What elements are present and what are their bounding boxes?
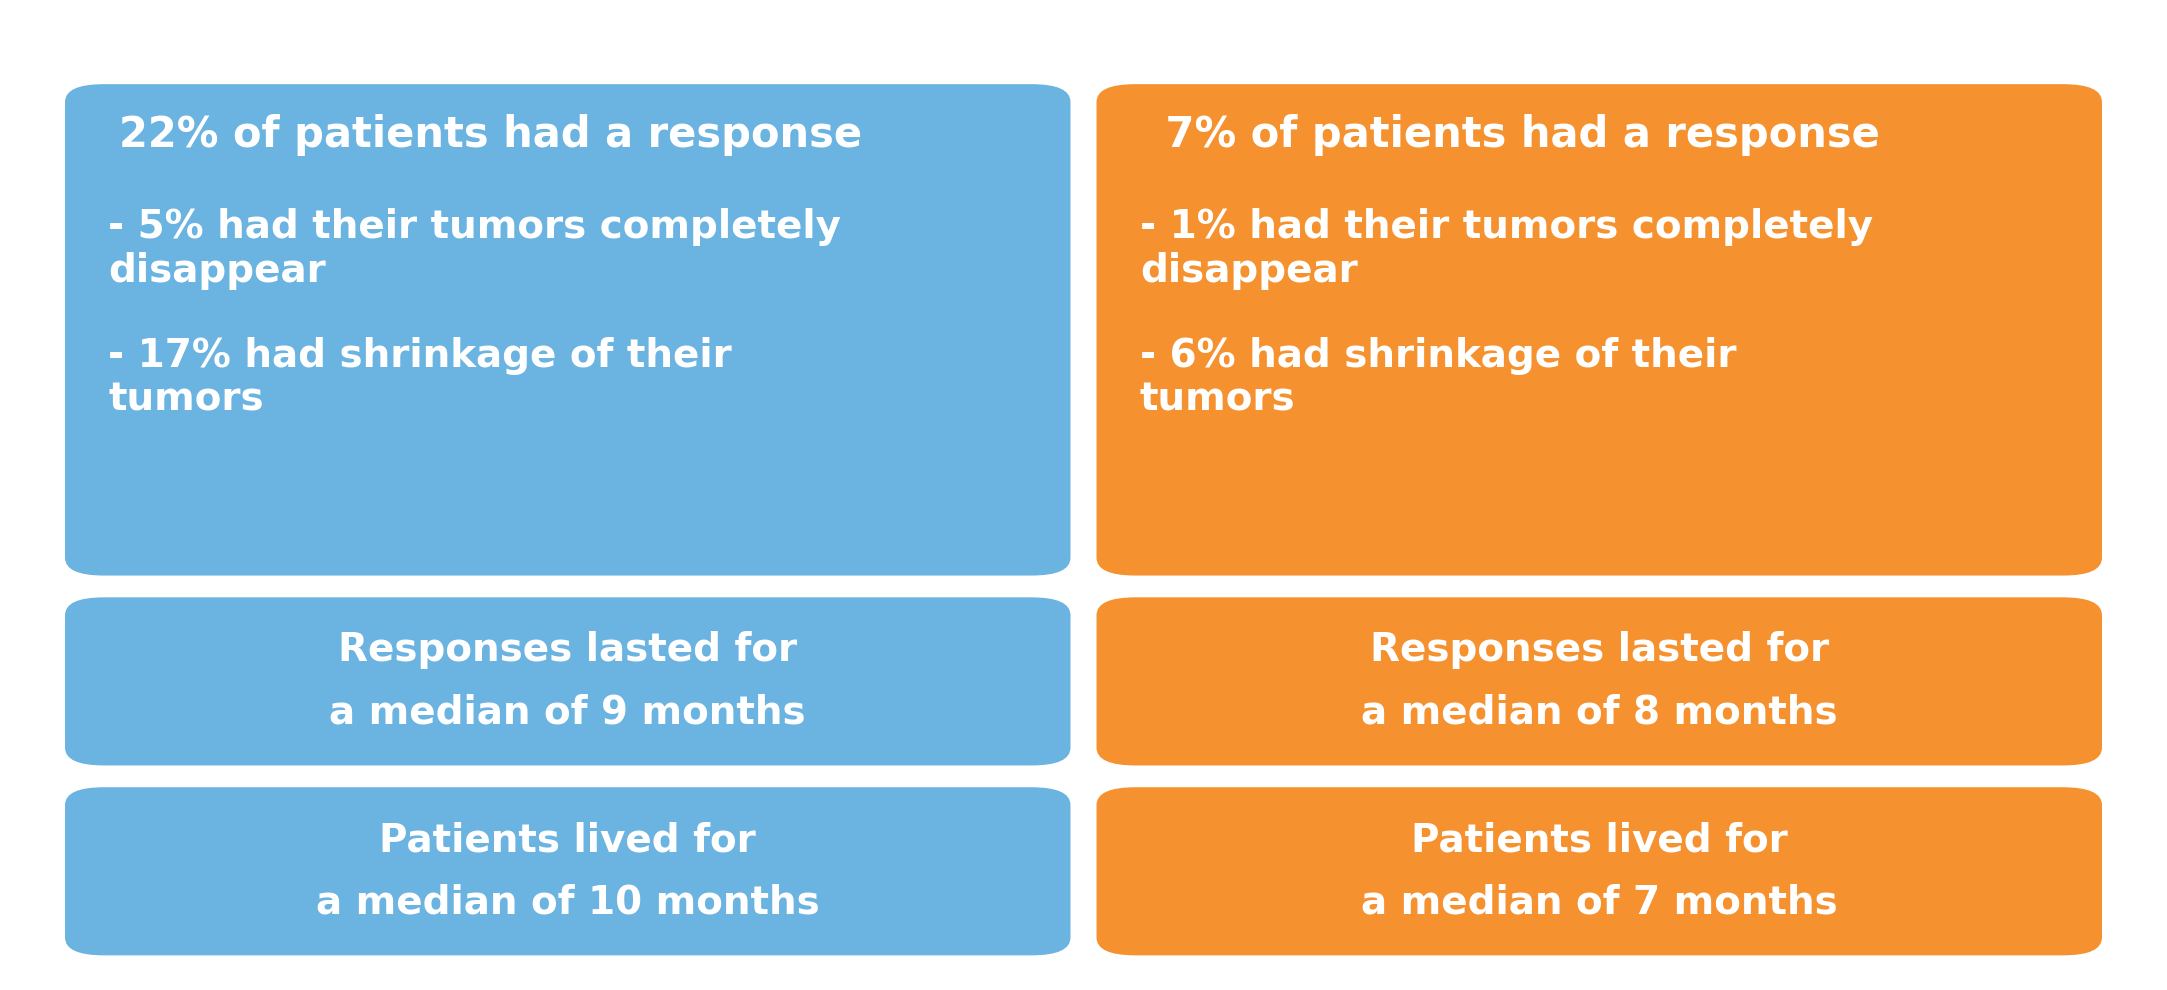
Text: Responses lasted for
a median of 8 months: Responses lasted for a median of 8 month… [1361, 632, 1838, 732]
Text: 7% of patients had a response: 7% of patients had a response [1151, 114, 1879, 155]
Text: Patients lived for
a median of 10 months: Patients lived for a median of 10 months [316, 822, 819, 922]
FancyBboxPatch shape [65, 84, 1070, 575]
FancyBboxPatch shape [1097, 597, 2102, 765]
Text: - 1% had their tumors completely
disappear: - 1% had their tumors completely disappe… [1140, 208, 1872, 290]
Text: - 6% had shrinkage of their
tumors: - 6% had shrinkage of their tumors [1140, 337, 1736, 419]
Text: 22% of patients had a response: 22% of patients had a response [119, 114, 862, 155]
Text: Responses lasted for
a median of 9 months: Responses lasted for a median of 9 month… [329, 632, 806, 732]
Text: Patients lived for
a median of 7 months: Patients lived for a median of 7 months [1361, 822, 1838, 922]
FancyBboxPatch shape [1097, 84, 2102, 575]
FancyBboxPatch shape [65, 597, 1070, 765]
FancyBboxPatch shape [65, 787, 1070, 955]
Text: - 17% had shrinkage of their
tumors: - 17% had shrinkage of their tumors [108, 337, 732, 419]
FancyBboxPatch shape [1097, 787, 2102, 955]
Text: - 5% had their tumors completely
disappear: - 5% had their tumors completely disappe… [108, 208, 841, 290]
